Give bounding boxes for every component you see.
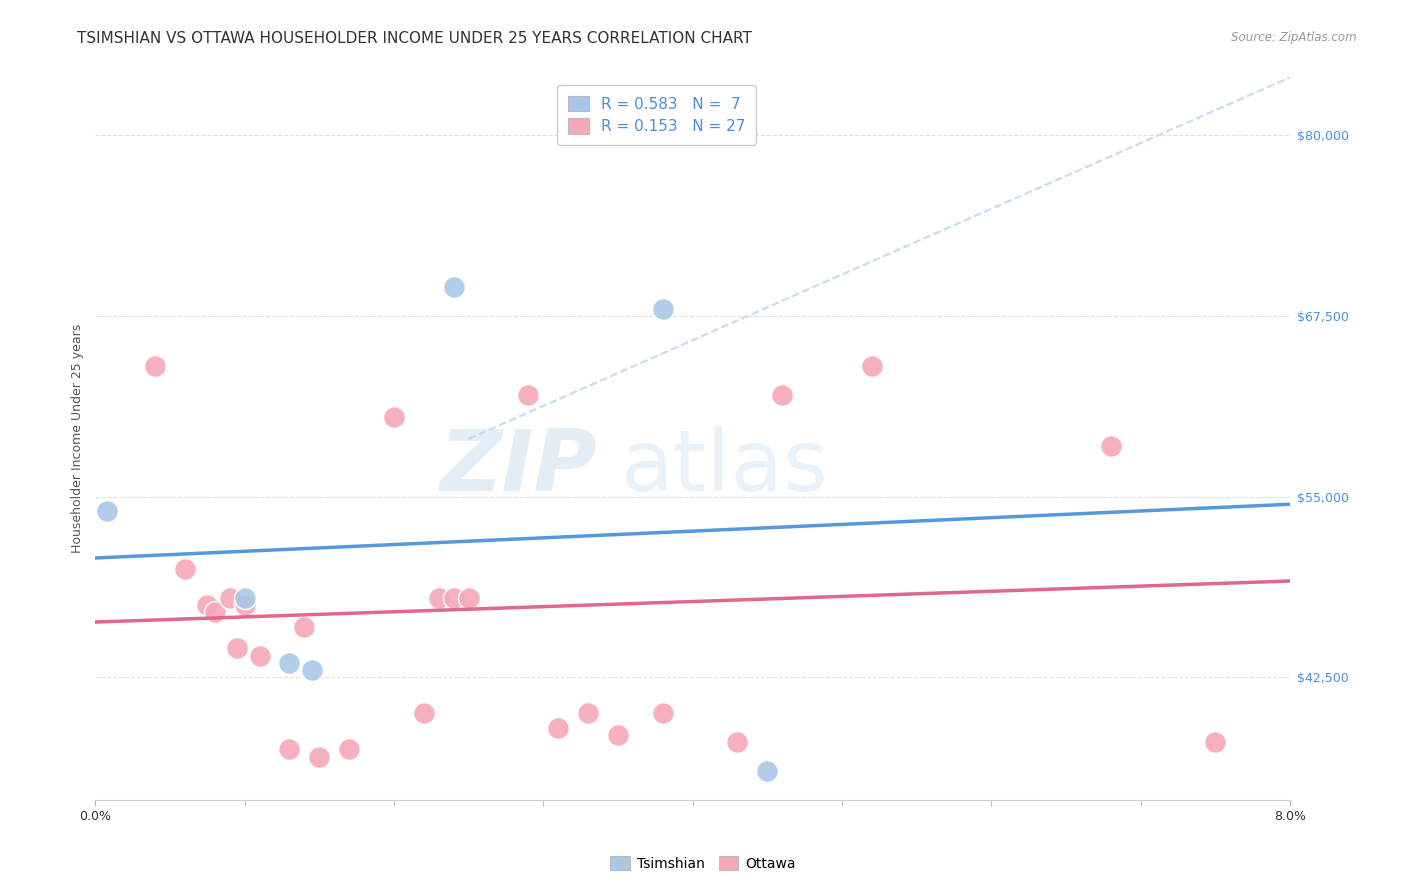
Point (301, 663, 323, 677)
Point (443, 280, 465, 294)
Legend: Tsimshian, Ottawa: Tsimshian, Ottawa (605, 850, 801, 876)
Point (607, 728, 630, 742)
Text: atlas: atlas (621, 426, 830, 509)
Point (233, 598, 256, 612)
Point (651, 301, 673, 316)
Point (96, 504, 118, 518)
Point (443, 591, 465, 605)
Point (427, 591, 450, 605)
Point (249, 648, 271, 663)
Point (651, 706, 673, 721)
Y-axis label: Householder Income Under 25 years: Householder Income Under 25 years (72, 324, 84, 553)
Point (337, 742, 360, 756)
Text: TSIMSHIAN VS OTTAWA HOUSEHOLDER INCOME UNDER 25 YEARS CORRELATION CHART: TSIMSHIAN VS OTTAWA HOUSEHOLDER INCOME U… (77, 31, 752, 46)
Point (218, 591, 240, 605)
Point (143, 359, 166, 374)
Point (770, 388, 793, 402)
Point (382, 410, 405, 425)
Point (292, 620, 315, 634)
Point (278, 656, 301, 670)
Text: ZIP: ZIP (440, 426, 598, 509)
Legend: R = 0.583   N =  7, R = 0.153   N = 27: R = 0.583 N = 7, R = 0.153 N = 27 (557, 85, 756, 145)
Point (1204, 735, 1226, 749)
Point (756, 764, 779, 779)
Point (412, 706, 434, 721)
Point (547, 721, 569, 735)
Point (195, 598, 218, 612)
Point (174, 562, 197, 576)
Point (204, 605, 226, 619)
Point (1099, 439, 1122, 453)
Point (457, 591, 479, 605)
Point (725, 735, 748, 749)
Text: Source: ZipAtlas.com: Source: ZipAtlas.com (1232, 31, 1357, 45)
Point (278, 742, 301, 756)
Point (860, 359, 883, 374)
Point (226, 641, 249, 656)
Point (576, 706, 599, 721)
Point (308, 749, 330, 764)
Point (233, 591, 256, 605)
Point (517, 388, 540, 402)
